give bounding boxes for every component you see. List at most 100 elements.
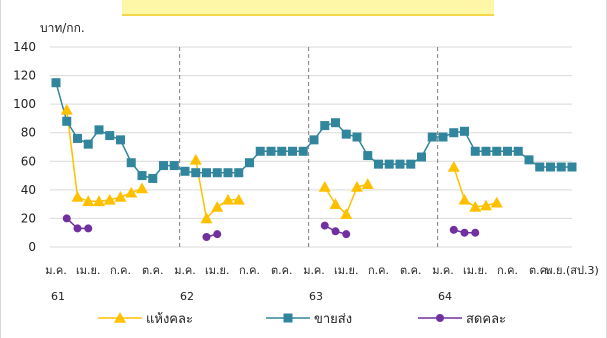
square-point [159,161,168,171]
circle-point [342,230,351,239]
square-point [417,152,426,162]
x-tick-label: เม.ย. [76,264,100,277]
x-tick-label: ม.ค. [174,264,196,277]
triangle-point [458,193,471,205]
triangle-point [136,182,148,194]
square-point [503,146,512,156]
square-point [363,151,373,161]
x-tick-label: ต.ค. [529,264,551,277]
square-point [105,131,115,141]
legend-marker-square [283,313,293,323]
legend-label: แห้งคละ [146,312,193,327]
x-tick-label: ต.ค. [271,264,293,277]
square-point [148,173,158,183]
square-point [460,126,469,136]
circle-point [471,228,480,237]
square-point [470,146,480,156]
square-point [137,171,147,181]
legend-label: สดคละ [466,312,506,327]
triangle-point [318,181,331,192]
triangle-point [82,195,95,207]
square-point [546,162,555,172]
square-point [191,168,201,178]
triangle-point [490,196,503,208]
x-tick-label: ม.ค. [432,264,454,277]
series-markers [51,78,577,241]
square-point [524,155,534,165]
triangle-point [340,208,353,219]
circle-point [62,214,71,223]
triangle-point [71,191,84,202]
square-point [83,139,93,149]
square-point [384,159,394,169]
triangle-point [351,181,363,192]
square-point [126,158,136,168]
x-tick-label: พ.ย.(สป.3) [545,264,598,277]
triangle-point [222,193,234,205]
square-point [331,118,340,128]
triangle-point [447,161,460,172]
x-tick-label: ก.ค. [110,264,131,277]
triangle-point [480,199,492,211]
x-tick-label: เม.ย. [334,264,358,277]
square-point [288,146,297,156]
y-tick-label: 120 [13,69,36,83]
triangle-series-line [66,109,143,203]
y-tick-label: 140 [13,40,36,54]
square-point [535,162,545,172]
square-point [234,168,244,178]
triangle-point [232,193,245,205]
triangle-point [60,103,73,115]
circle-point [213,230,222,239]
legend-marker-circle [436,314,444,322]
x-tick-label: เม.ย. [463,264,487,277]
x-tick-label: ก.ค. [239,264,260,277]
triangle-point [114,191,127,202]
y-axis-ticks: 0 20 40 60 80 100 120 140 [13,40,36,254]
square-point [73,133,82,143]
y-tick-label: 60 [21,154,36,168]
square-point [94,125,104,135]
triangle-series-line [453,166,497,208]
year-labels: 61 62 63 64 [51,290,452,303]
square-point [169,161,179,171]
square-point [309,135,319,145]
square-point [298,146,308,156]
square-point [202,168,211,178]
square-point [406,159,416,169]
gridlines [50,46,572,248]
year-separators [179,47,439,247]
square-point [212,168,222,178]
x-tick-label: ม.ค. [45,264,67,277]
square-point [245,158,254,168]
square-point [116,135,125,145]
square-point [266,146,276,156]
year-label: 63 [309,290,323,303]
circle-point [449,225,458,234]
circle-point [84,224,93,233]
square-point [62,116,72,126]
circle-point [202,233,211,241]
triangle-point [125,186,138,198]
x-axis-ticks: ม.ค. เม.ย. ก.ค. ต.ค. ม.ค. เม.ย. ก.ค. ต.ค. ม.ค. เม… [45,264,599,277]
y-axis-title: บาท/กก. [40,21,85,35]
y-tick-label: 80 [21,126,36,140]
square-point [223,168,233,178]
square-point [180,166,190,176]
year-label: 62 [180,290,194,303]
year-label: 61 [51,290,65,303]
x-tick-label: เม.ย. [205,264,229,277]
square-point [438,132,448,142]
x-tick-label: ก.ค. [497,264,518,277]
triangle-point [189,153,202,165]
circle-point [331,227,340,236]
top-banner-strip [122,0,494,16]
square-point [513,146,523,156]
square-point [449,128,459,138]
legend-label: ขายส่ง [314,312,352,327]
square-point [492,146,502,156]
circle-point [460,228,469,237]
triangle-point [200,212,213,224]
